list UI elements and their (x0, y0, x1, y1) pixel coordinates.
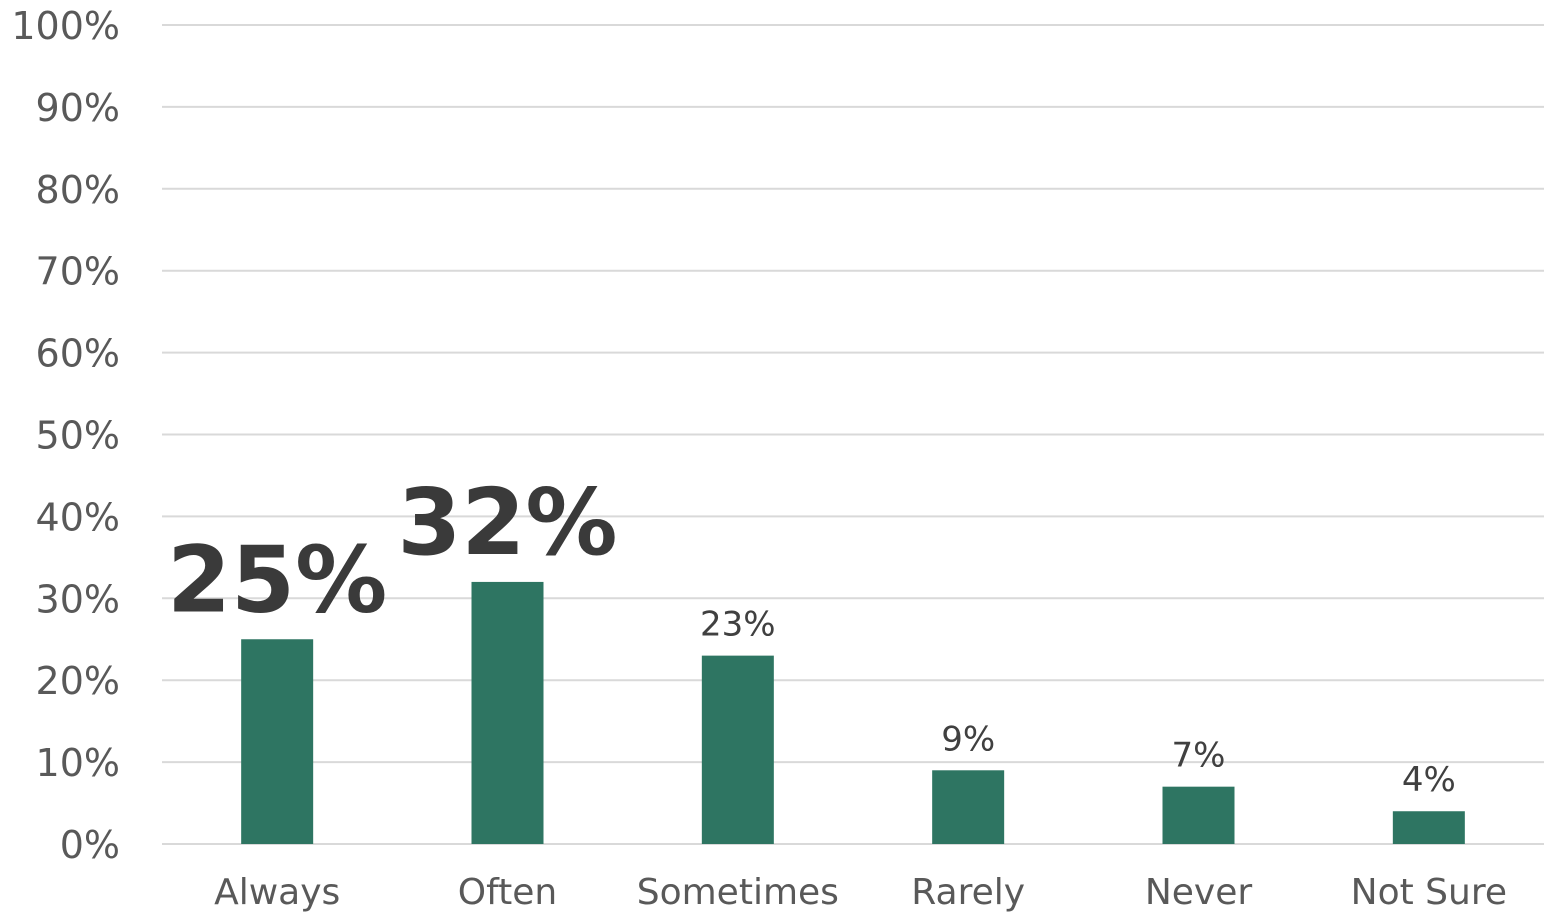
category-label: Sometimes (637, 872, 839, 913)
y-tick-label: 0% (60, 823, 120, 867)
y-tick-label: 50% (36, 414, 120, 458)
data-labels: 25%32% 23% 9% 7% 4% (167, 469, 1456, 800)
x-axis-category-labels: Always Often Sometimes Rarely Never Not Sure (214, 872, 1507, 913)
bar (1162, 786, 1235, 844)
category-label: Often (458, 872, 557, 913)
y-tick-label: 30% (36, 577, 120, 621)
y-tick-label: 70% (36, 250, 120, 294)
bar (471, 581, 544, 844)
category-label: Not Sure (1351, 872, 1507, 913)
y-tick-label: 40% (36, 495, 120, 539)
data-label: 25% (167, 526, 387, 633)
category-label: Always (214, 872, 340, 913)
y-tick-label: 20% (36, 659, 120, 703)
bars (241, 581, 1465, 844)
y-tick-label: 60% (36, 332, 120, 376)
y-tick-label: 90% (36, 86, 120, 130)
bar (701, 655, 774, 844)
category-label: Never (1145, 872, 1253, 913)
category-label: Rarely (911, 872, 1025, 913)
bar (241, 639, 314, 844)
bar (1392, 811, 1465, 844)
bar (932, 770, 1005, 844)
y-tick-label: 80% (36, 168, 120, 212)
y-axis-tick-labels: 0% 10% 20% 30% 40% 50% 60% 70% 80% 90% 100% (11, 4, 120, 867)
data-label: 7% (1172, 736, 1226, 776)
data-label: 23% (700, 605, 776, 645)
y-tick-label: 100% (11, 4, 120, 48)
data-label: 4% (1402, 760, 1456, 800)
gridlines (162, 24, 1544, 845)
data-label: 32% (397, 469, 617, 576)
data-label: 9% (941, 719, 995, 759)
y-tick-label: 10% (36, 741, 120, 785)
